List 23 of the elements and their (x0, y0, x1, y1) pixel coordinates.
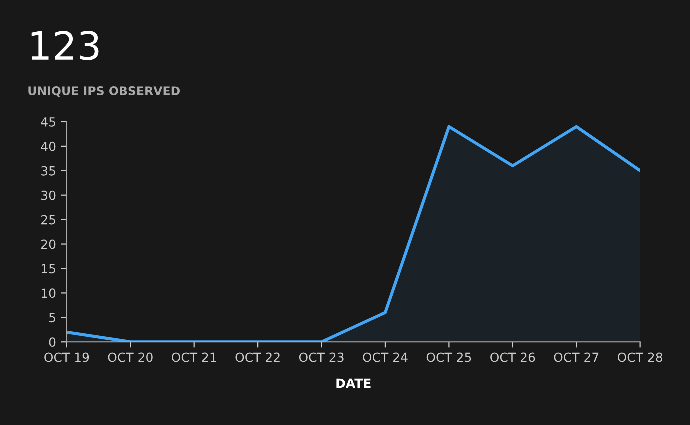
x-tick-label: OCT 19 (44, 352, 90, 362)
y-tick-label: 25 (42, 215, 56, 225)
x-tick-label: OCT 27 (554, 352, 599, 362)
y-tick-label: 10 (42, 288, 56, 298)
y-tick-label: 20 (42, 240, 56, 250)
x-tick-label: OCT 22 (236, 352, 280, 362)
x-axis-title: DATE (336, 378, 371, 388)
x-tick-label: OCT 20 (108, 352, 153, 362)
y-tick-label: 35 (42, 166, 56, 176)
chart-title: 123 (32, 31, 99, 60)
y-tick-label: 15 (42, 264, 56, 274)
chart-subtitle: UNIQUE IPS OBSERVED (28, 86, 180, 98)
y-tick-label: 45 (41, 118, 56, 127)
x-tick-label: OCT 25 (426, 352, 472, 362)
y-tick-label: 0 (49, 338, 56, 348)
x-tick-label: OCT 23 (299, 352, 344, 362)
x-tick-label: OCT 21 (172, 352, 216, 362)
x-tick-label: OCT 26 (490, 352, 536, 362)
x-tick-label: OCT 24 (363, 352, 408, 362)
y-tick-label: 40 (41, 142, 56, 152)
y-tick-label: 30 (42, 190, 56, 200)
y-tick-label: 5 (50, 313, 56, 323)
x-tick-label: OCT 28 (618, 352, 663, 362)
